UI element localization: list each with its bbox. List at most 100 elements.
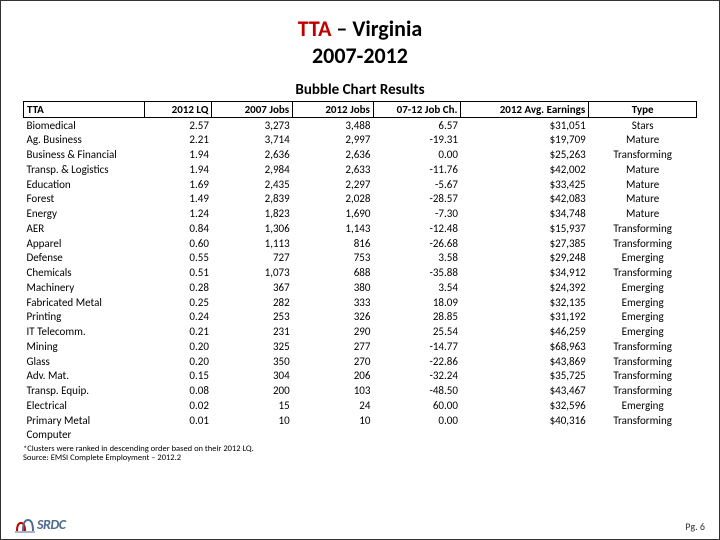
cell-j07: 3,714 — [212, 133, 293, 148]
cell-lq: 0.24 — [145, 310, 212, 325]
cell-j12: 2,997 — [293, 133, 374, 148]
cell-lq: 1.94 — [145, 148, 212, 163]
cell-ch: 6.57 — [373, 118, 460, 133]
logo: SRDC — [15, 515, 65, 533]
cell-tta: Energy — [24, 207, 145, 222]
cell-j07 — [212, 428, 293, 443]
cell-ch: -48.50 — [373, 384, 460, 399]
cell-j12: 103 — [293, 384, 374, 399]
cell-j07: 1,073 — [212, 266, 293, 281]
cell-lq: 1.49 — [145, 192, 212, 207]
cell-lq: 2.21 — [145, 133, 212, 148]
cell-j07: 727 — [212, 251, 293, 266]
cell-earn: $32,135 — [461, 295, 589, 310]
cell-earn: $32,596 — [461, 398, 589, 413]
cell-j12: 2,028 — [293, 192, 374, 207]
cell-j07: 367 — [212, 280, 293, 295]
table-row: Primary Metal0.0110100.00$40,316Transfor… — [24, 413, 697, 428]
table-row: Apparel0.601,113816-26.68$27,385Transfor… — [24, 236, 697, 251]
cell-lq — [145, 428, 212, 443]
col-j12: 2012 Jobs — [293, 102, 374, 118]
footnotes: *Clusters were ranked in descending orde… — [23, 445, 697, 465]
table-row: AER0.841,3061,143-12.48$15,937Transformi… — [24, 221, 697, 236]
cell-type: Mature — [589, 133, 697, 148]
table-row: Mining0.20325277-14.77$68,963Transformin… — [24, 339, 697, 354]
table-row: IT Telecomm.0.2123129025.54$46,259Emergi… — [24, 325, 697, 340]
cell-earn: $31,192 — [461, 310, 589, 325]
cell-j12: 2,633 — [293, 162, 374, 177]
cell-type: Mature — [589, 177, 697, 192]
cell-ch: 25.54 — [373, 325, 460, 340]
cell-type: Emerging — [589, 310, 697, 325]
table-row: Business & Financial1.942,6362,6360.00$2… — [24, 148, 697, 163]
footer: SRDC Pg. 6 — [1, 515, 719, 533]
cell-ch: -35.88 — [373, 266, 460, 281]
title-line1: TTA – Virginia — [1, 15, 719, 42]
cell-lq: 0.51 — [145, 266, 212, 281]
table-row: Electrical0.02152460.00$32,596Emerging — [24, 398, 697, 413]
cell-type: Transforming — [589, 236, 697, 251]
cell-j12: 3,488 — [293, 118, 374, 133]
col-ch: 07-12 Job Ch. — [373, 102, 460, 118]
cell-lq: 0.02 — [145, 398, 212, 413]
cell-earn: $42,002 — [461, 162, 589, 177]
cell-lq: 0.01 — [145, 413, 212, 428]
cell-type: Mature — [589, 162, 697, 177]
cell-tta: Chemicals — [24, 266, 145, 281]
cell-j07: 200 — [212, 384, 293, 399]
cell-lq: 0.15 — [145, 369, 212, 384]
cell-type: Transforming — [589, 339, 697, 354]
cell-j12: 206 — [293, 369, 374, 384]
cell-earn: $42,083 — [461, 192, 589, 207]
table-row: Defense0.557277533.58$29,248Emerging — [24, 251, 697, 266]
cell-earn: $46,259 — [461, 325, 589, 340]
cell-tta: AER — [24, 221, 145, 236]
table-row: Chemicals0.511,073688-35.88$34,912Transf… — [24, 266, 697, 281]
cell-tta: Transp. & Logistics — [24, 162, 145, 177]
table-row: Education1.692,4352,297-5.67$33,425Matur… — [24, 177, 697, 192]
cell-ch: -12.48 — [373, 221, 460, 236]
cell-lq: 0.20 — [145, 354, 212, 369]
cell-j07: 15 — [212, 398, 293, 413]
cell-tta: Adv. Mat. — [24, 369, 145, 384]
cell-type — [589, 428, 697, 443]
cell-earn: $34,912 — [461, 266, 589, 281]
table-row: Energy1.241,8231,690-7.30$34,748Mature — [24, 207, 697, 222]
cell-ch: -28.57 — [373, 192, 460, 207]
cell-ch: 60.00 — [373, 398, 460, 413]
cell-ch: 3.58 — [373, 251, 460, 266]
cell-j07: 350 — [212, 354, 293, 369]
cell-lq: 0.55 — [145, 251, 212, 266]
cell-j07: 325 — [212, 339, 293, 354]
cell-j07: 1,306 — [212, 221, 293, 236]
cell-j07: 2,435 — [212, 177, 293, 192]
cell-type: Emerging — [589, 280, 697, 295]
cell-earn: $15,937 — [461, 221, 589, 236]
cell-type: Stars — [589, 118, 697, 133]
cell-ch: -11.76 — [373, 162, 460, 177]
title-red: TTA — [298, 15, 332, 42]
cell-ch: -14.77 — [373, 339, 460, 354]
table-header-row: TTA 2012 LQ 2007 Jobs 2012 Jobs 07-12 Jo… — [24, 102, 697, 118]
cell-type: Transforming — [589, 266, 697, 281]
cell-type: Transforming — [589, 221, 697, 236]
cell-type: Emerging — [589, 398, 697, 413]
cell-j12: 333 — [293, 295, 374, 310]
cell-ch: 0.00 — [373, 148, 460, 163]
cell-j12: 816 — [293, 236, 374, 251]
cell-lq: 0.60 — [145, 236, 212, 251]
cell-lq: 0.25 — [145, 295, 212, 310]
title-block: TTA – Virginia 2007-2012 — [1, 1, 719, 75]
cell-j07: 1,113 — [212, 236, 293, 251]
cell-lq: 0.21 — [145, 325, 212, 340]
page-number: Pg. 6 — [685, 520, 705, 533]
cell-lq: 1.94 — [145, 162, 212, 177]
cell-earn: $68,963 — [461, 339, 589, 354]
cell-ch: 0.00 — [373, 413, 460, 428]
cell-type: Mature — [589, 192, 697, 207]
table-row: Biomedical2.573,2733,4886.57$31,051Stars — [24, 118, 697, 133]
cell-type: Transforming — [589, 384, 697, 399]
cell-j07: 2,984 — [212, 162, 293, 177]
col-lq: 2012 LQ — [145, 102, 212, 118]
cell-tta: Defense — [24, 251, 145, 266]
